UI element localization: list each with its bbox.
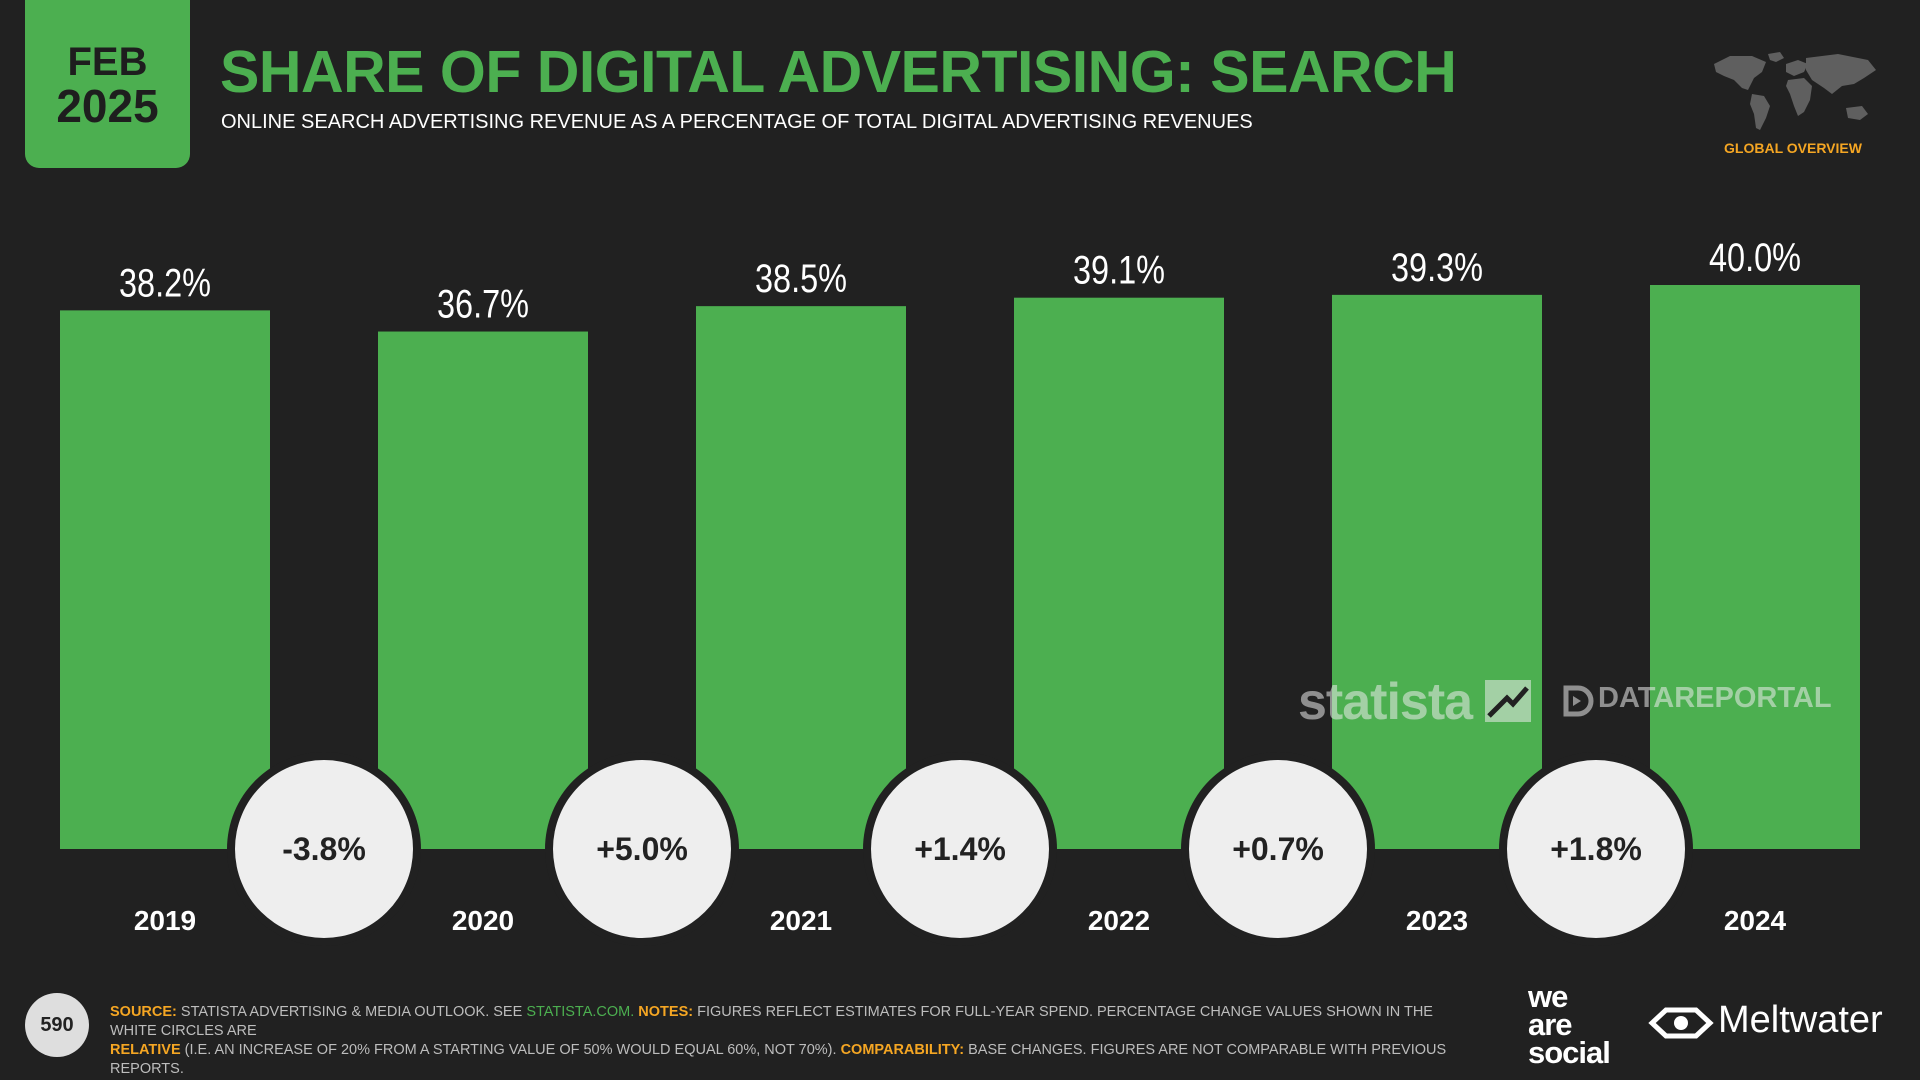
data-label: 39.3%: [1391, 246, 1483, 290]
bar: [1014, 297, 1224, 849]
bar: [1332, 294, 1542, 849]
brand-are: are: [1528, 1007, 1573, 1042]
meltwater-logo: Meltwater: [1718, 999, 1883, 1041]
relative-label: RELATIVE: [110, 1042, 181, 1058]
brand-social: social: [1528, 1035, 1611, 1070]
page-subtitle: ONLINE SEARCH ADVERTISING REVENUE AS A P…: [221, 111, 1253, 133]
change-circle: [553, 760, 731, 938]
brand-we: we: [1528, 979, 1568, 1014]
page-number: 590: [25, 993, 89, 1057]
region-label: GLOBAL OVERVIEW: [1724, 140, 1862, 156]
date-badge: FEB 2025: [25, 0, 190, 168]
notes-label: NOTES:: [638, 1004, 694, 1020]
change-label: +0.7%: [1232, 831, 1324, 867]
relative-text: (I.E. AN INCREASE OF 20% FROM A STARTING…: [184, 1042, 837, 1058]
page-title: SHARE OF DIGITAL ADVERTISING: SEARCH: [220, 39, 1457, 105]
datareportal-watermark: DATAREPORTAL: [1598, 682, 1832, 714]
x-tick-label: 2022: [1088, 905, 1150, 936]
we-are-social-logo: we are social: [1528, 979, 1611, 1070]
statista-watermark: statista: [1298, 673, 1473, 731]
data-label: 39.1%: [1073, 249, 1165, 293]
comparability-label: COMPARABILITY:: [840, 1042, 965, 1058]
bar: [378, 331, 588, 849]
x-tick-label: 2020: [452, 905, 514, 936]
comparability-text: BASE CHANGES. FIGURES ARE NOT COMPARABLE…: [110, 1042, 1447, 1077]
change-label: -3.8%: [282, 831, 366, 867]
change-circle: [235, 760, 413, 938]
data-label: 40.0%: [1709, 236, 1801, 280]
notes-text: FIGURES REFLECT ESTIMATES FOR FULL-YEAR …: [110, 1004, 1433, 1039]
change-label: +1.4%: [914, 831, 1006, 867]
date-month: FEB: [67, 40, 148, 85]
change-circle: [871, 760, 1049, 938]
data-label: 36.7%: [437, 283, 529, 327]
x-tick-label: 2024: [1724, 905, 1787, 936]
data-label: 38.2%: [119, 261, 211, 305]
datareportal-logo-icon: [1563, 685, 1594, 717]
change-label: +5.0%: [596, 831, 688, 867]
meltwater-logo-icon: [1648, 1007, 1714, 1039]
bar: [1650, 285, 1860, 849]
x-tick-label: 2019: [134, 905, 196, 936]
source-label: SOURCE:: [110, 1004, 177, 1020]
source-link[interactable]: STATISTA.COM.: [526, 1004, 635, 1020]
change-label: +1.8%: [1550, 831, 1642, 867]
bar: [60, 310, 270, 849]
change-circle: [1189, 760, 1367, 938]
bar: [696, 306, 906, 849]
source-text: STATISTA ADVERTISING & MEDIA OUTLOOK. SE…: [180, 1004, 523, 1020]
x-tick-label: 2021: [770, 905, 832, 936]
world-map-icon: [1714, 52, 1876, 130]
date-year: 2025: [56, 79, 159, 132]
x-tick-label: 2023: [1406, 905, 1468, 936]
data-label: 38.5%: [755, 257, 847, 301]
change-circle: [1507, 760, 1685, 938]
footnote: SOURCE: STATISTA ADVERTISING & MEDIA OUT…: [110, 1003, 1470, 1079]
statista-logo-icon: [1485, 680, 1531, 722]
